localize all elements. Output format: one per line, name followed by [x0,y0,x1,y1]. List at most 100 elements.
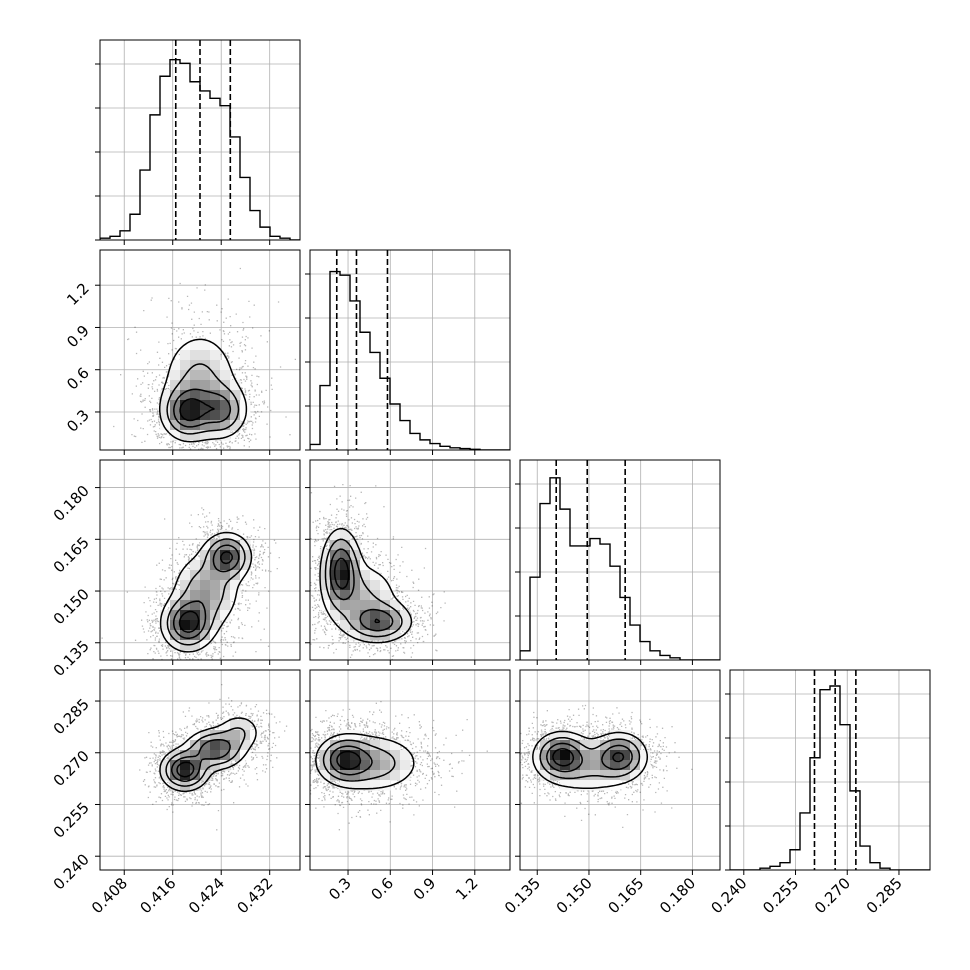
density-cell [360,610,371,621]
density-cell [210,400,221,411]
density-cell [220,370,231,381]
contour-level-0 [159,531,253,653]
density-cell [330,610,341,621]
density-cell [570,750,581,761]
density-cell [350,590,361,601]
density-cell [350,740,361,751]
density-cell [340,780,351,791]
density-cell [350,600,361,611]
density-cell [180,570,191,581]
contour-level-1 [166,363,240,435]
density-cell [190,770,201,781]
density-cell [320,760,331,771]
density-cell [340,770,351,781]
density-cell [330,530,341,541]
density-cell [570,780,581,791]
density-cell [170,760,181,771]
density-cell [370,610,381,621]
density-cell [230,390,241,401]
density-cell [560,780,571,791]
density-cell [340,610,351,621]
density-cell [200,760,211,771]
contour-level-2 [329,745,373,776]
density-cell [190,370,201,381]
contour-level-0 [319,527,413,644]
y-tick-label-1: 0.150 [50,585,93,628]
panel-content [310,700,488,831]
density-cell [530,750,541,761]
density-cell [200,390,211,401]
density-cell [230,530,241,541]
x-tick-label-2: 0.270 [811,874,854,917]
density-cell [180,400,191,411]
density-cell [190,780,201,791]
panel-content [113,267,296,450]
contour-level-3 [176,761,195,778]
density-cell [390,750,401,761]
density-cell [630,760,641,771]
density-cell [330,770,341,781]
x-tick-label-1: 0.150 [553,874,596,917]
density-cell [200,580,211,591]
density-cell [230,720,241,731]
contour-level-2 [172,544,240,640]
density-cell [170,380,181,391]
density-cell [200,540,211,551]
density-cell [210,390,221,401]
density-cell [360,570,371,581]
density-cell [560,750,571,761]
density-cell [170,360,181,371]
density-cell [590,740,601,751]
x-tick-label-3: 0.180 [656,874,699,917]
density-cell [180,780,191,791]
density-cell [560,730,571,741]
density-cell [530,760,541,771]
density-cell [350,770,361,781]
histogram-panel-0 [95,39,301,245]
density-cell [210,360,221,371]
density-cell [220,410,231,421]
density-cell [400,610,411,621]
density-cell [200,420,211,431]
density-cell [230,590,241,601]
density-cell [190,410,201,421]
histogram-panel-3: 0.240 0.255 0.270 0.285 [708,669,931,917]
density-cell [160,390,171,401]
panel-border [99,249,301,451]
panel-border [99,39,301,241]
density-cell [240,740,251,751]
density-cell [390,770,401,781]
density-cell [400,750,411,761]
density-cell [610,730,621,741]
density-cell [240,540,251,551]
density-cell [350,560,361,571]
density-cell [370,750,381,761]
x-tick-label-3: 0.432 [233,874,276,917]
density-cell [360,590,371,601]
density-cell [210,730,221,741]
density-cell [360,750,371,761]
density-cell [180,750,191,761]
contour-level-0 [158,338,248,443]
density-cell [220,360,231,371]
density-cell [180,340,191,351]
density-cell [380,770,391,781]
panel-border [309,669,511,871]
density-cell [170,420,181,431]
density-cell [210,580,221,591]
density-cell [340,540,351,551]
density-cell [390,600,401,611]
density-cell [170,780,181,791]
density-cell [350,570,361,581]
density-cell [170,430,181,441]
density-cell [230,730,241,741]
density-cell [230,420,241,431]
density-cell [350,610,361,621]
density-cell [230,380,241,391]
density-cell [180,740,191,751]
density-cell [170,620,181,631]
density-cell [200,380,211,391]
density-cell [200,600,211,611]
density-cell [180,390,191,401]
density-cell [370,780,381,791]
